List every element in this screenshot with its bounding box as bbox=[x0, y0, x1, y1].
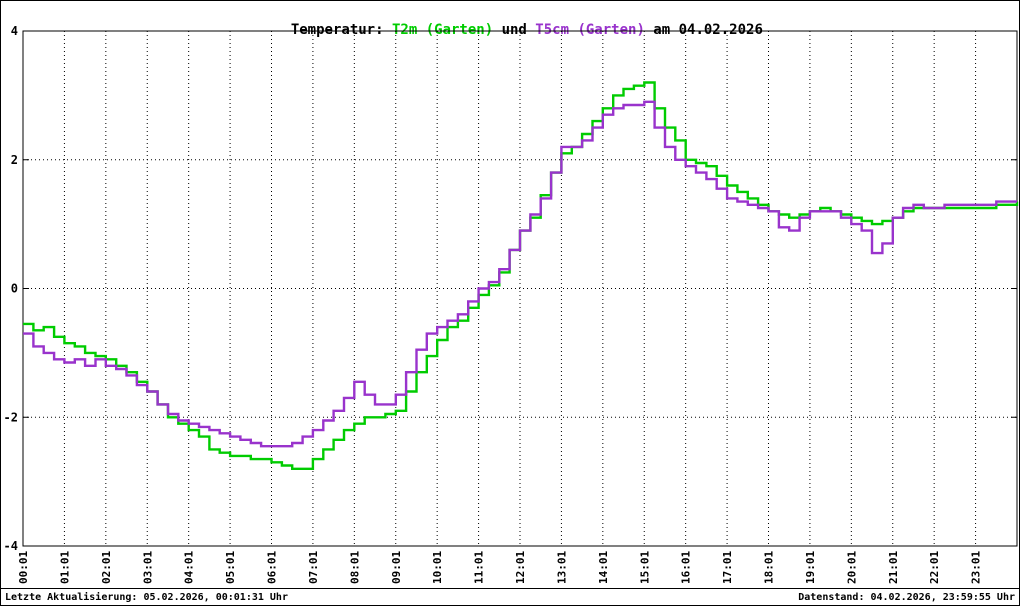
data-timestamp-text: Datenstand: 04.02.2026, 23:59:55 Uhr bbox=[798, 591, 1015, 603]
x-tick-label: 23:01 bbox=[970, 551, 983, 584]
x-tick-label: 14:01 bbox=[597, 551, 610, 584]
x-tick-label: 09:01 bbox=[390, 551, 403, 584]
chart-title-series1: T2m (Garten) bbox=[391, 22, 494, 38]
y-tick-label: 2 bbox=[11, 153, 18, 167]
chart-title-series2: T5cm (Garten) bbox=[535, 22, 645, 38]
x-tick-label: 17:01 bbox=[721, 551, 734, 584]
chart-title-suffix: am 04.02.2026 bbox=[644, 22, 763, 38]
plot-frame bbox=[22, 30, 1018, 547]
series-line-t5cm-garten- bbox=[23, 100, 1017, 448]
y-tick-label: -4 bbox=[4, 539, 18, 553]
x-tick-label: 15:01 bbox=[638, 551, 651, 584]
x-tick-label: 18:01 bbox=[763, 551, 776, 584]
footer-bar: Letzte Aktualisierung: 05.02.2026, 00:01… bbox=[1, 588, 1019, 605]
x-tick-label: 05:01 bbox=[224, 551, 237, 584]
x-tick-label: 11:01 bbox=[473, 551, 486, 584]
x-tick-label: 02:01 bbox=[100, 551, 113, 584]
x-tick-label: 10:01 bbox=[431, 551, 444, 584]
x-tick-label: 04:01 bbox=[183, 551, 196, 584]
temperature-chart: 00:01 01:01 02:01 03:01 04:01 05:01 06:01 07:01… bbox=[4, 24, 1019, 584]
x-tick-label: 12:01 bbox=[514, 551, 527, 584]
last-update-text: Letzte Aktualisierung: 05.02.2026, 00:01… bbox=[5, 591, 288, 603]
x-tick-label: 00:01 bbox=[17, 551, 30, 584]
x-tick-label: 06:01 bbox=[266, 551, 279, 584]
chart-title: Temperatur: T2m (Garten) und T5cm (Garte… bbox=[1, 6, 1019, 54]
x-tick-label: 13:01 bbox=[555, 551, 568, 584]
x-tick-label: 01:01 bbox=[58, 551, 71, 584]
y-tick-label: -2 bbox=[4, 410, 18, 424]
x-tick-label: 21:01 bbox=[887, 551, 900, 584]
y-tick-label: 0 bbox=[11, 282, 18, 296]
x-tick-label: 07:01 bbox=[307, 551, 320, 584]
x-tick-label: 16:01 bbox=[680, 551, 693, 584]
x-tick-label: 19:01 bbox=[804, 551, 817, 584]
chart-title-conjunction: und bbox=[493, 22, 536, 38]
x-tick-label: 20:01 bbox=[845, 551, 858, 584]
chart-title-prefix: Temperatur: bbox=[290, 22, 392, 38]
x-tick-label: 08:01 bbox=[348, 551, 361, 584]
x-tick-label: 03:01 bbox=[141, 551, 154, 584]
x-tick-label: 22:01 bbox=[928, 551, 941, 584]
y-tick-label: 4 bbox=[11, 24, 18, 38]
